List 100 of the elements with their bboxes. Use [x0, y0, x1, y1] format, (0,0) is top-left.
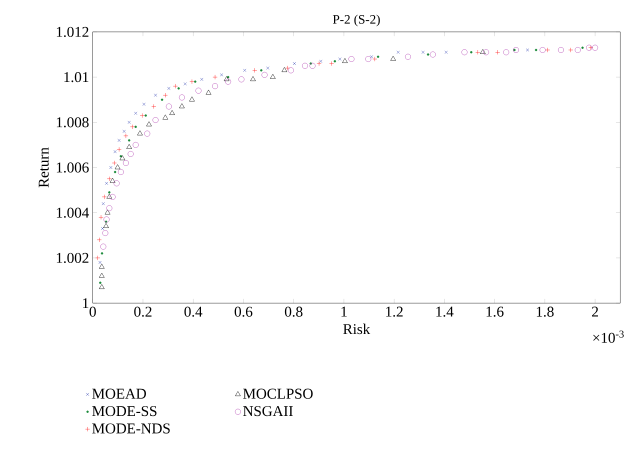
point — [144, 130, 150, 137]
legend-label: MODE-SS — [92, 406, 156, 416]
x-tick-label: 1.6 — [486, 306, 504, 317]
x-tick-label: 1.2 — [386, 306, 403, 317]
point — [122, 130, 126, 134]
point — [430, 52, 436, 58]
point — [114, 164, 120, 170]
point — [266, 66, 270, 70]
point — [338, 58, 342, 61]
point — [126, 144, 132, 150]
point — [104, 182, 108, 186]
point — [372, 56, 378, 62]
point — [109, 166, 112, 170]
point — [98, 261, 102, 264]
point — [124, 134, 128, 138]
point — [112, 160, 117, 166]
point — [134, 112, 138, 116]
y-tick-label: 1 — [83, 298, 88, 308]
point — [503, 49, 510, 56]
point — [140, 113, 145, 118]
x-tick-label: 0.6 — [234, 306, 252, 317]
point — [146, 122, 152, 126]
point — [243, 68, 246, 72]
point — [288, 68, 294, 74]
point — [114, 180, 120, 186]
point — [110, 178, 116, 183]
point — [302, 62, 308, 69]
point — [104, 210, 110, 215]
point — [118, 138, 121, 142]
point — [106, 194, 112, 199]
point — [98, 272, 105, 278]
x-axis-title: Risk — [343, 324, 370, 334]
y-tick-label: 1.006 — [56, 162, 89, 173]
y-axis-title: Return — [38, 148, 49, 188]
x-tick-label: 2 — [592, 306, 598, 317]
point — [100, 244, 106, 250]
x-tick-label: 1 — [341, 306, 347, 317]
point — [238, 76, 244, 83]
point — [526, 48, 530, 52]
point — [444, 50, 448, 54]
point — [184, 82, 187, 86]
point — [95, 256, 100, 260]
point — [483, 49, 490, 56]
point — [475, 50, 480, 55]
point — [172, 84, 178, 89]
point — [116, 147, 122, 152]
chart-title: P-2 (S-2) — [332, 14, 380, 27]
point — [166, 104, 172, 110]
x-tick-label: 0.4 — [184, 306, 202, 317]
point — [103, 223, 109, 228]
point — [200, 78, 204, 82]
point — [128, 151, 134, 158]
point — [151, 104, 156, 110]
point — [132, 142, 139, 148]
x-tick-label: 0.2 — [134, 306, 152, 317]
point — [250, 76, 256, 82]
point — [169, 110, 175, 116]
point — [316, 61, 322, 66]
point — [162, 114, 168, 120]
point — [282, 67, 288, 72]
x-tick-label: 0.8 — [284, 306, 302, 317]
point — [154, 94, 158, 97]
point — [102, 194, 107, 200]
point — [98, 264, 105, 269]
point — [480, 49, 486, 54]
x-tick-label: 1.4 — [436, 306, 454, 317]
point — [220, 73, 224, 77]
text: ×10$^{-3}$ — [593, 330, 624, 344]
point — [212, 74, 218, 80]
y-tick-label: 1.01 — [64, 72, 88, 82]
point — [396, 50, 400, 54]
point — [98, 215, 104, 220]
point — [370, 55, 374, 59]
point — [162, 92, 168, 98]
point — [190, 79, 194, 84]
point — [96, 238, 102, 242]
point — [329, 61, 334, 66]
point — [348, 56, 354, 62]
y-tick-label: 1.012 — [56, 27, 88, 38]
point — [558, 47, 564, 54]
legend-label: MODE-NDS — [92, 424, 170, 434]
point — [512, 47, 519, 54]
x-tick-label: 1.8 — [536, 306, 554, 317]
point — [574, 47, 581, 54]
point — [212, 83, 218, 90]
point — [152, 117, 159, 124]
point — [545, 48, 550, 53]
legend-label: NSGAII — [243, 406, 293, 416]
legend-label: MOCLPSO — [243, 388, 313, 399]
point — [495, 50, 500, 55]
y-tick-label: 1.004 — [56, 208, 89, 218]
point — [142, 102, 146, 106]
point — [195, 88, 202, 94]
point — [342, 58, 348, 64]
point — [421, 50, 425, 54]
point — [102, 230, 108, 236]
point — [113, 150, 117, 154]
point — [100, 227, 104, 230]
point — [592, 44, 598, 51]
point — [128, 120, 131, 124]
